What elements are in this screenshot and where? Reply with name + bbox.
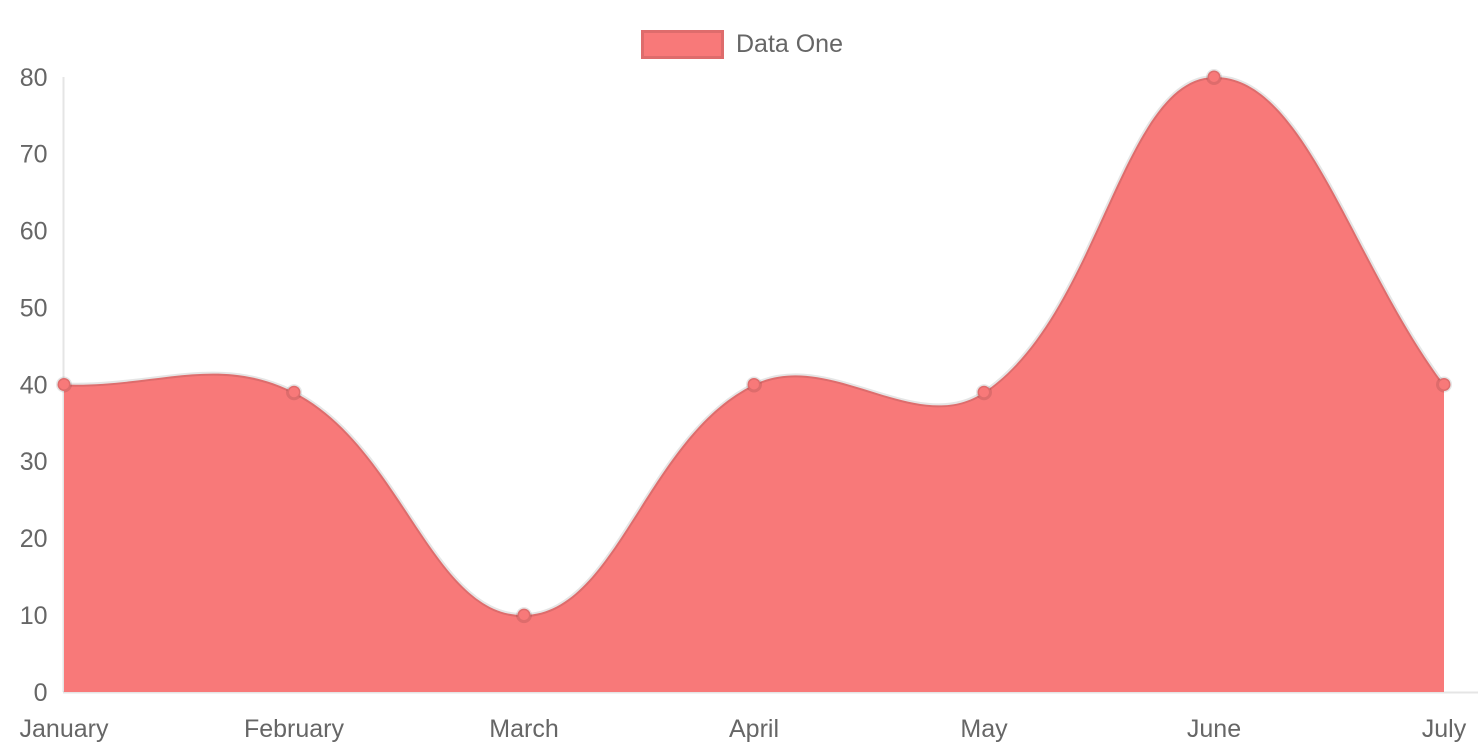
x-tick-label-january: January: [20, 715, 109, 743]
data-point-july[interactable]: [1436, 376, 1452, 393]
legend-color-box: [640, 30, 724, 59]
x-tick-label-june: June: [1187, 715, 1241, 743]
data-point-june[interactable]: [1206, 69, 1222, 85]
y-tick-label-20: 20: [20, 525, 48, 553]
x-tick-label-march: March: [489, 715, 558, 743]
y-tick-label-70: 70: [20, 141, 48, 169]
y-tick-label-30: 30: [20, 448, 48, 476]
series-area-fill: [64, 76, 1444, 693]
series-line: [63, 74, 1446, 618]
legend-item-data-one[interactable]: Data One: [640, 30, 843, 59]
chart-legend: Data One: [0, 30, 1484, 59]
y-tick-label-60: 60: [20, 218, 48, 246]
y-tick-label-40: 40: [20, 371, 48, 399]
data-point-january[interactable]: [56, 376, 72, 393]
y-tick-label-50: 50: [20, 294, 48, 322]
y-tick-label-80: 80: [20, 64, 48, 92]
x-tick-label-july: July: [1422, 715, 1467, 743]
data-point-may[interactable]: [976, 384, 992, 401]
x-tick-label-february: February: [244, 715, 345, 743]
y-tick-label-10: 10: [20, 602, 48, 630]
legend-label: Data One: [735, 30, 843, 58]
y-tick-label-0: 0: [34, 679, 48, 707]
data-point-april[interactable]: [746, 376, 762, 393]
data-point-february[interactable]: [286, 384, 302, 401]
data-point-march[interactable]: [516, 607, 532, 624]
x-tick-label-may: May: [960, 715, 1008, 743]
x-tick-label-april: April: [729, 715, 779, 743]
